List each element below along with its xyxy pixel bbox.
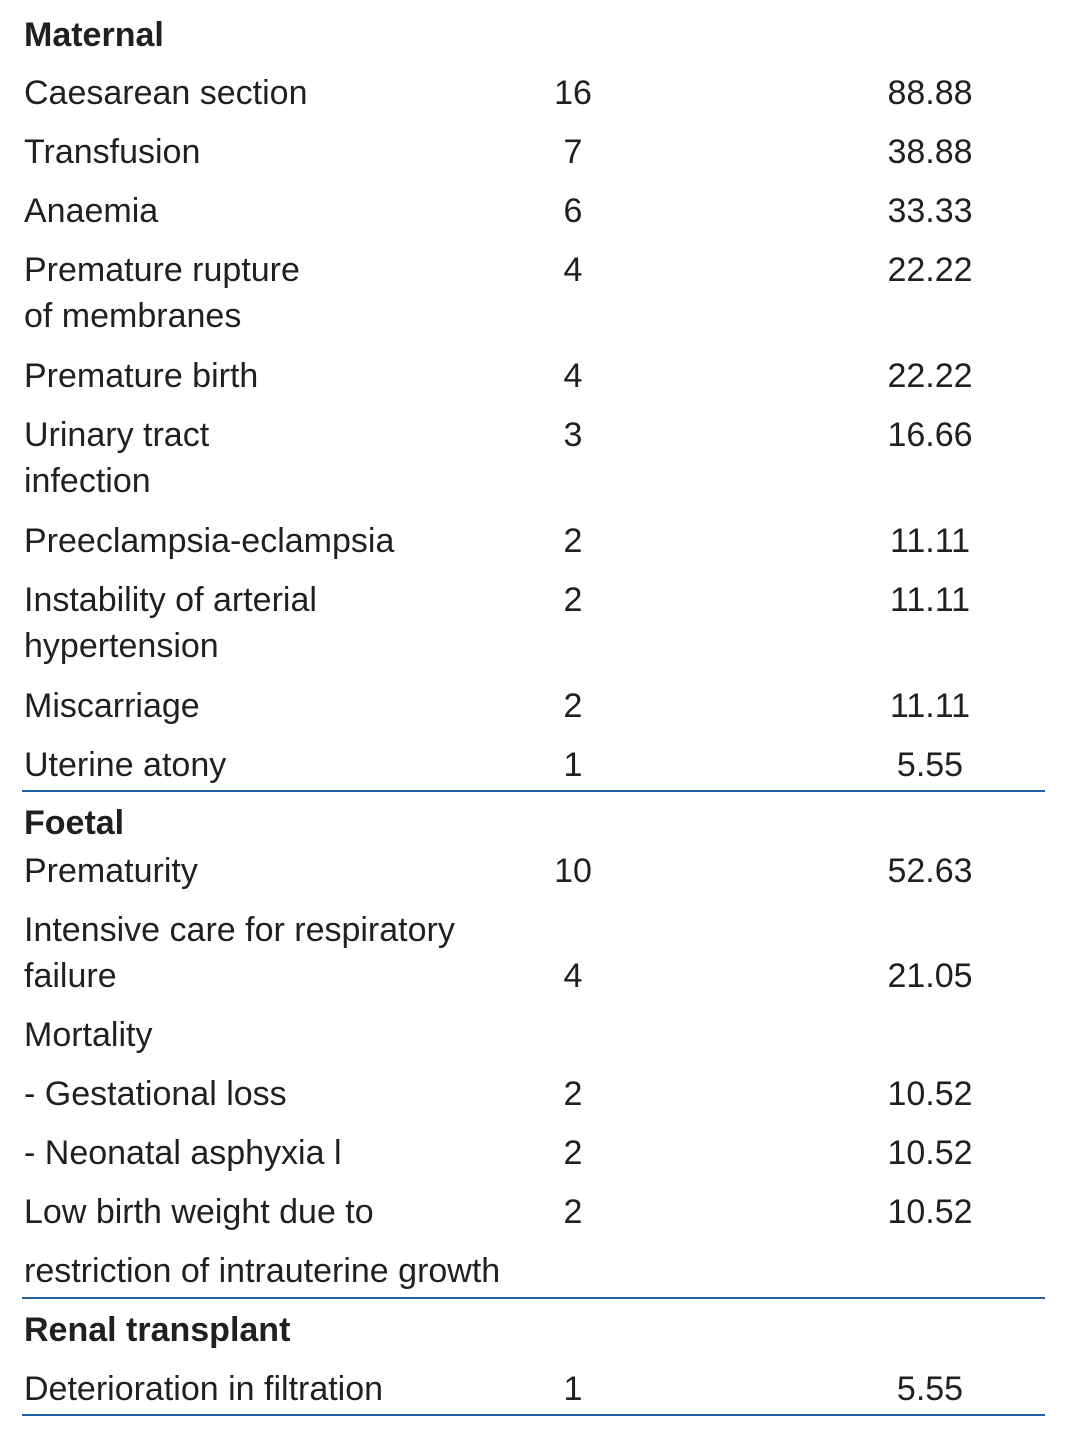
row-label: infection xyxy=(24,462,151,500)
section-rule xyxy=(22,1297,1045,1299)
count-cell: 2 xyxy=(563,1193,583,1231)
row-label: - Gestational loss xyxy=(24,1075,287,1113)
row-label: Miscarriage xyxy=(24,687,200,725)
percent-cell: 33.33 xyxy=(887,192,973,230)
percent-cell: 22.22 xyxy=(887,357,973,395)
percent-cell: 22.22 xyxy=(887,251,973,289)
percent-cell: 11.11 xyxy=(889,581,971,619)
row-label: Urinary tract xyxy=(24,416,210,454)
count-cell: 4 xyxy=(563,251,583,289)
section-title: Maternal xyxy=(24,16,164,54)
count-cell: 1 xyxy=(563,746,583,784)
percent-cell: 10.52 xyxy=(887,1075,973,1113)
row-label: Transfusion xyxy=(24,133,201,171)
row-label: failure xyxy=(24,957,117,995)
section-rule xyxy=(22,790,1045,792)
count-cell: 3 xyxy=(563,416,583,454)
row-label: Intensive care for respiratory xyxy=(24,911,455,949)
percent-cell: 5.55 xyxy=(896,1370,964,1408)
row-label: Preeclampsia-eclampsia xyxy=(24,522,395,560)
count-cell: 4 xyxy=(563,957,583,995)
percent-cell: 5.55 xyxy=(896,746,964,784)
row-label: Uterine atony xyxy=(24,746,227,784)
percent-cell: 11.11 xyxy=(889,687,971,725)
row-label: - Neonatal asphyxia l xyxy=(24,1134,342,1172)
row-label: Prematurity xyxy=(24,852,198,890)
count-cell: 2 xyxy=(563,581,583,619)
percent-cell: 38.88 xyxy=(887,133,973,171)
row-label: Caesarean section xyxy=(24,74,308,112)
count-cell: 10 xyxy=(554,852,592,890)
count-cell: 2 xyxy=(563,522,583,560)
count-cell: 4 xyxy=(563,357,583,395)
count-cell: 7 xyxy=(563,133,583,171)
count-cell: 2 xyxy=(563,1075,583,1113)
row-label: Mortality xyxy=(24,1016,153,1054)
row-label: of membranes xyxy=(24,297,242,335)
section-title: Foetal xyxy=(24,804,125,842)
percent-cell: 52.63 xyxy=(887,852,973,890)
percent-cell: 11.11 xyxy=(889,522,971,560)
percent-cell: 88.88 xyxy=(887,74,973,112)
row-label: hypertension xyxy=(24,627,219,665)
row-label: Instability of arterial xyxy=(24,581,317,619)
section-title: Renal transplant xyxy=(24,1311,291,1349)
count-cell: 16 xyxy=(554,74,592,112)
section-rule xyxy=(22,1414,1045,1416)
row-label: Premature rupture xyxy=(24,251,300,289)
row-label: Low birth weight due to xyxy=(24,1193,374,1231)
percent-cell: 21.05 xyxy=(887,957,973,995)
count-cell: 1 xyxy=(563,1370,583,1408)
row-label: Anaemia xyxy=(24,192,159,230)
percent-cell: 10.52 xyxy=(887,1134,973,1172)
percent-cell: 16.66 xyxy=(887,416,973,454)
row-label: restriction of intrauterine growth xyxy=(24,1252,501,1290)
percent-cell: 10.52 xyxy=(887,1193,973,1231)
count-cell: 2 xyxy=(563,1134,583,1172)
row-label: Deterioration in filtration xyxy=(24,1370,384,1408)
count-cell: 2 xyxy=(563,687,583,725)
row-label: Premature birth xyxy=(24,357,259,395)
count-cell: 6 xyxy=(563,192,583,230)
